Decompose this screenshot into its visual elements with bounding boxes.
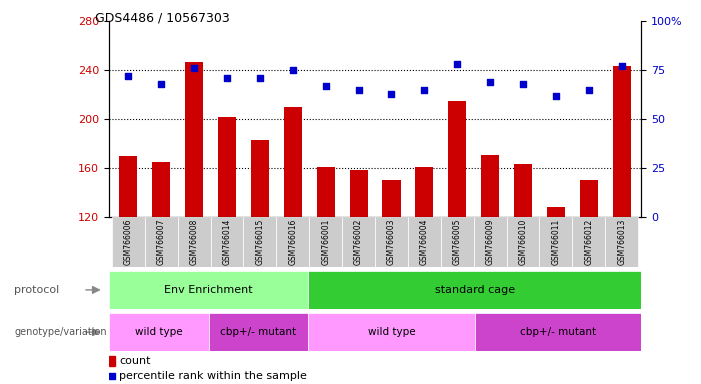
Point — [386, 91, 397, 97]
Bar — [350, 170, 367, 217]
Bar — [152, 162, 170, 217]
Text: GSM766008: GSM766008 — [190, 218, 198, 265]
Text: GSM766011: GSM766011 — [552, 218, 560, 265]
Text: GSM766013: GSM766013 — [617, 218, 626, 265]
Text: GSM766014: GSM766014 — [222, 218, 231, 265]
Text: GSM766007: GSM766007 — [157, 218, 165, 265]
Point — [254, 75, 266, 81]
Bar — [119, 156, 137, 217]
Bar — [145, 217, 178, 267]
Bar — [415, 167, 433, 217]
Bar — [540, 217, 572, 267]
Text: GSM766006: GSM766006 — [124, 218, 133, 265]
Text: GSM766016: GSM766016 — [288, 218, 297, 265]
Point — [222, 75, 233, 81]
Text: GSM766005: GSM766005 — [453, 218, 462, 265]
Point — [353, 87, 365, 93]
Bar — [210, 217, 243, 267]
Point — [320, 83, 332, 89]
Bar — [109, 271, 308, 309]
Bar — [251, 140, 269, 217]
Bar — [342, 217, 375, 267]
Point — [418, 87, 430, 93]
Bar — [507, 217, 540, 267]
Text: cbp+/- mutant: cbp+/- mutant — [220, 327, 297, 337]
Text: standard cage: standard cage — [435, 285, 515, 295]
Bar — [112, 217, 145, 267]
Text: GSM766002: GSM766002 — [354, 218, 363, 265]
Point — [451, 61, 463, 67]
Point — [107, 372, 118, 379]
Bar — [317, 167, 335, 217]
Bar — [474, 217, 507, 267]
Bar — [185, 61, 203, 217]
Bar — [309, 217, 342, 267]
Text: GSM766004: GSM766004 — [420, 218, 429, 265]
Text: GSM766012: GSM766012 — [585, 218, 593, 265]
Point — [550, 93, 562, 99]
Bar — [580, 180, 598, 217]
Text: GSM766003: GSM766003 — [387, 218, 396, 265]
Point — [616, 63, 627, 69]
Text: GSM766010: GSM766010 — [519, 218, 528, 265]
Bar — [308, 313, 475, 351]
Text: wild type: wild type — [135, 327, 182, 337]
Point — [123, 73, 134, 79]
Point — [484, 79, 496, 85]
Bar — [408, 217, 441, 267]
Bar — [475, 313, 641, 351]
Bar — [572, 217, 605, 267]
Point — [156, 81, 167, 87]
Bar — [613, 66, 631, 217]
Bar — [109, 356, 115, 366]
Text: Env Enrichment: Env Enrichment — [164, 285, 253, 295]
Text: percentile rank within the sample: percentile rank within the sample — [119, 371, 307, 381]
Bar — [441, 217, 474, 267]
Text: cbp+/- mutant: cbp+/- mutant — [520, 327, 597, 337]
Bar — [276, 217, 309, 267]
Text: count: count — [119, 356, 151, 366]
Bar — [383, 180, 400, 217]
Bar — [375, 217, 408, 267]
Point — [583, 87, 594, 93]
Text: genotype/variation: genotype/variation — [14, 327, 107, 337]
Text: GSM766001: GSM766001 — [321, 218, 330, 265]
Text: protocol: protocol — [14, 285, 60, 295]
Point — [517, 81, 529, 87]
Point — [287, 67, 299, 73]
Text: GSM766009: GSM766009 — [486, 218, 495, 265]
Bar — [547, 207, 565, 217]
Bar — [605, 217, 638, 267]
Bar — [243, 217, 276, 267]
Bar — [448, 101, 466, 217]
Bar — [284, 107, 302, 217]
Text: GSM766015: GSM766015 — [255, 218, 264, 265]
Bar — [209, 313, 308, 351]
Text: wild type: wild type — [368, 327, 416, 337]
Bar — [308, 271, 641, 309]
Point — [189, 65, 200, 71]
Bar — [514, 164, 532, 217]
Bar — [109, 313, 209, 351]
Bar — [218, 117, 236, 217]
Bar — [481, 154, 499, 217]
Bar — [178, 217, 210, 267]
Text: GDS4486 / 10567303: GDS4486 / 10567303 — [95, 12, 229, 25]
